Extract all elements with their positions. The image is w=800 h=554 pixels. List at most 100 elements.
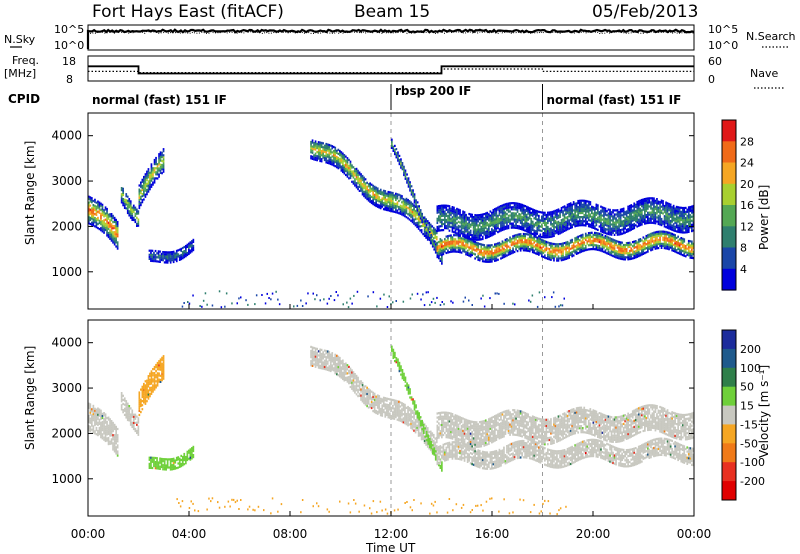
echo-cell — [500, 243, 502, 246]
echo-cell — [343, 166, 346, 169]
echo-cell — [651, 236, 654, 239]
echo-cell — [137, 220, 140, 223]
echo-cell — [550, 217, 552, 220]
echo-cell — [495, 215, 498, 218]
echo-cell — [633, 222, 636, 226]
echo-cell — [504, 225, 507, 228]
echo-cell — [387, 201, 390, 204]
echo-cell — [613, 223, 616, 226]
echo-cell — [466, 251, 469, 254]
echo-cell — [428, 232, 431, 235]
echo-cell — [381, 193, 384, 196]
echo-cell — [569, 253, 572, 256]
echo-cell — [97, 227, 99, 230]
echo-cell — [554, 249, 557, 252]
echo-cell — [612, 211, 614, 214]
echo-cell — [521, 226, 523, 229]
echo-cell — [637, 224, 640, 227]
echo-cell — [597, 218, 599, 221]
echo-cell — [416, 213, 418, 216]
echo-cell — [501, 216, 504, 219]
echo-cell — [666, 202, 669, 205]
echo-cell — [600, 230, 602, 233]
echo-cell — [468, 254, 470, 257]
echo-cell — [669, 242, 672, 245]
echo-cell — [153, 179, 156, 182]
echo-cell — [604, 207, 607, 210]
echo-cell — [481, 247, 484, 250]
echo-cell — [386, 194, 388, 197]
echo-cell — [484, 258, 487, 261]
echo-cell — [536, 228, 539, 231]
echo-cell — [189, 249, 192, 252]
echo-cell — [551, 257, 554, 260]
echo-cell — [325, 159, 328, 162]
echo-cell — [314, 152, 317, 155]
echo-cell — [584, 244, 587, 248]
echo-cell — [586, 216, 589, 219]
echo-cell — [418, 209, 420, 212]
echo-cell — [524, 213, 526, 216]
echo-cell — [141, 178, 144, 181]
echo-cell — [642, 248, 645, 251]
echo-cell — [634, 250, 637, 253]
echo-cell — [397, 155, 399, 158]
echo-cell — [180, 253, 183, 257]
echo-cell — [352, 170, 355, 173]
echo-cell — [651, 246, 654, 249]
echo-cell — [332, 160, 335, 163]
echo-cell — [401, 195, 403, 198]
echo-cell — [115, 442, 117, 445]
echo-cell — [581, 239, 584, 242]
echo-cell — [113, 436, 116, 439]
echo-cell — [580, 216, 583, 219]
echo-cell — [491, 224, 493, 227]
echo-cell — [180, 247, 183, 250]
echo-cell — [637, 253, 640, 256]
echo-cell — [542, 215, 545, 218]
echo-cell — [95, 418, 98, 421]
echo-cell — [542, 249, 545, 252]
echo-cell — [444, 246, 446, 249]
echo-cell — [450, 217, 452, 220]
echo-cell — [677, 226, 679, 229]
echo-cell — [686, 229, 689, 232]
echo-cell — [484, 224, 487, 227]
echo-cell — [686, 243, 689, 246]
echo-cell — [519, 215, 522, 218]
echo-cell — [591, 207, 593, 210]
echo-cell — [634, 209, 637, 213]
echo-cell — [672, 219, 675, 222]
echo-cell — [569, 212, 572, 215]
echo-cell — [654, 214, 657, 217]
echo-cell — [477, 220, 480, 223]
echo-cell — [609, 237, 611, 240]
echo-cell — [414, 209, 417, 213]
echo-cell — [161, 153, 163, 156]
echo-cell — [683, 215, 686, 218]
echo-cell — [144, 189, 147, 192]
echo-cell — [486, 260, 489, 263]
echo-cell — [522, 249, 525, 252]
echo-cell — [656, 241, 658, 244]
echo-cell — [547, 213, 549, 216]
echo-cell — [110, 426, 113, 429]
echo-cell — [406, 177, 408, 180]
echo-cell — [624, 248, 626, 251]
echo-cell — [113, 220, 116, 224]
echo-cell — [574, 210, 576, 213]
echo-cell — [106, 439, 108, 442]
echo-cell — [278, 303, 281, 306]
echo-cell — [122, 191, 124, 194]
echo-cell — [692, 217, 694, 220]
echo-cell — [575, 236, 578, 239]
echo-cell — [115, 220, 117, 224]
echo-cell — [584, 199, 587, 203]
echo-cell — [659, 244, 661, 247]
echo-cell — [557, 255, 560, 258]
echo-cell — [381, 199, 384, 202]
echo-cell — [389, 195, 391, 198]
echo-cell — [402, 199, 405, 203]
echo-cell — [97, 413, 99, 416]
